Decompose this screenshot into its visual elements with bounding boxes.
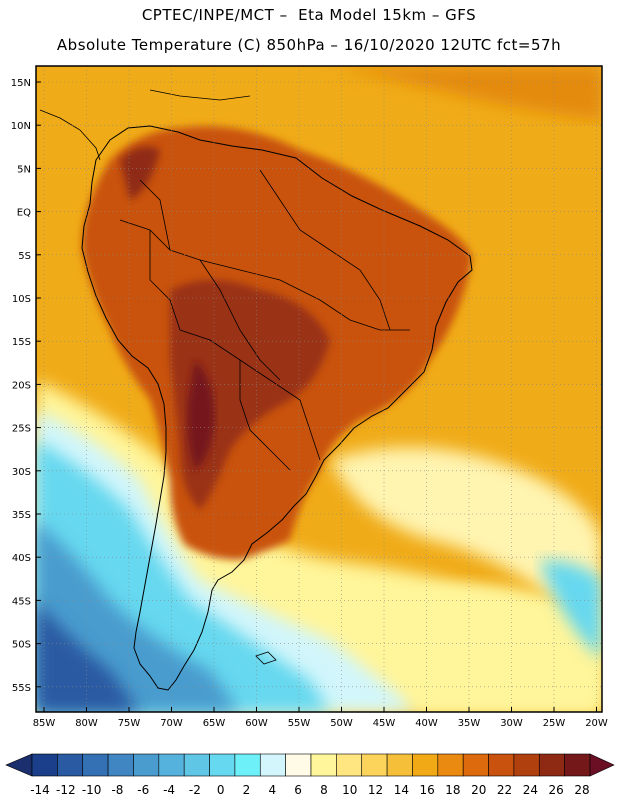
lon-label: 85W <box>33 718 56 729</box>
colorbar-swatch <box>31 753 58 777</box>
colorbar-label: 16 <box>420 783 435 797</box>
cold-band-dark <box>36 600 140 712</box>
lat-label: EQ <box>17 208 31 219</box>
coastline <box>81 125 473 691</box>
colorbar-under-arrow <box>5 753 33 777</box>
colorbar-label: 26 <box>549 783 564 797</box>
chart-subtitle: Absolute Temperature (C) 850hPa – 16/10/… <box>56 36 562 54</box>
lat-label: 45S <box>12 596 31 607</box>
north-hot-spot <box>120 146 160 200</box>
lon-label: 20W <box>585 718 608 729</box>
colorbar-label: -6 <box>137 783 149 797</box>
colorbar-swatch <box>234 753 261 777</box>
lat-label: 5N <box>17 164 31 175</box>
falkland-islands <box>255 651 277 665</box>
colorbar-label: 12 <box>368 783 383 797</box>
colorbar-swatch <box>564 753 591 777</box>
lon-label: 65W <box>203 718 226 729</box>
lon-label: 45W <box>373 718 396 729</box>
colorbar-label: 0 <box>217 783 225 797</box>
colorbar-swatch <box>133 753 160 777</box>
south-atlantic-cyan <box>540 560 602 660</box>
country-borders <box>119 169 410 471</box>
lat-label: 35S <box>12 510 31 521</box>
colorbar-label: 22 <box>497 783 512 797</box>
colorbar-label: 20 <box>471 783 486 797</box>
lon-label: 75W <box>118 718 141 729</box>
colorbar-label: 18 <box>445 783 460 797</box>
temperature-field <box>36 66 602 712</box>
colorbar-label: -4 <box>163 783 175 797</box>
latitude-axis: 15N 10N 5N EQ 5S 10S 15S 20S 25S 30S 35S 40S 45S 50S 5… <box>11 78 41 694</box>
colorbar-swatch <box>82 753 109 777</box>
lon-label: 40W <box>415 718 438 729</box>
lat-label: 30S <box>12 467 31 478</box>
colorbar-label: -12 <box>56 783 76 797</box>
lat-label: 55S <box>12 683 31 694</box>
colorbar-swatch <box>336 753 363 777</box>
lat-label: 50S <box>12 640 31 651</box>
colorbar-swatch <box>488 753 515 777</box>
lon-label: 35W <box>458 718 481 729</box>
colorbar-label: 8 <box>320 783 328 797</box>
lon-label: 50W <box>330 718 353 729</box>
chart-title: CPTEC/INPE/MCT – Eta Model 15km – GFS <box>141 6 477 24</box>
colorbar-swatch <box>57 753 84 777</box>
colorbar-label: 14 <box>394 783 409 797</box>
colorbar-label: 24 <box>523 783 538 797</box>
lon-label: 70W <box>160 718 183 729</box>
lon-label: 55W <box>288 718 311 729</box>
colorbar-over-arrow <box>589 753 615 777</box>
colorbar-swatch <box>386 753 413 777</box>
lat-label: 20S <box>12 380 31 391</box>
colorbar-label: 10 <box>342 783 357 797</box>
colorbar-swatch <box>538 753 565 777</box>
colorbar-swatch <box>310 753 337 777</box>
lat-label: 5S <box>18 251 31 262</box>
caribbean-islands <box>149 89 251 101</box>
land-very-hot-field <box>170 280 330 510</box>
colorbar-label: 2 <box>243 783 251 797</box>
colorbar-label: -14 <box>30 783 50 797</box>
lat-label: 10S <box>12 294 31 305</box>
colorbar-label: 4 <box>268 783 276 797</box>
colorbar-labels: -14 -12 -10 -8 -6 -4 -2 0 2 4 6 8 10 12 14 16 18 20 22 24 26… <box>30 783 589 797</box>
colorbar-label: 6 <box>294 783 302 797</box>
lon-label: 30W <box>500 718 523 729</box>
colorbar-swatch <box>158 753 185 777</box>
warm-band <box>330 66 602 120</box>
colorbar-swatch <box>107 753 134 777</box>
colorbar-swatch <box>209 753 236 777</box>
lat-label: 15S <box>12 337 31 348</box>
colorbar-label: -10 <box>82 783 102 797</box>
cool-band-pale <box>330 447 602 640</box>
colorbar-swatch <box>285 753 312 777</box>
colorbar-swatch <box>437 753 464 777</box>
colorbar-swatch <box>462 753 489 777</box>
colorbar-swatch <box>183 753 210 777</box>
lat-label: 25S <box>12 424 31 435</box>
central-america-coast <box>39 109 101 161</box>
lon-label: 60W <box>245 718 268 729</box>
colorbar <box>5 753 615 777</box>
colorbar-swatch <box>361 753 388 777</box>
map-frame <box>35 65 603 713</box>
colorbar-label: -2 <box>189 783 201 797</box>
lon-label: 25W <box>543 718 566 729</box>
lon-label: 80W <box>75 718 98 729</box>
lat-label: 10N <box>11 121 31 132</box>
lat-label: 15N <box>11 78 31 89</box>
land-extreme-field <box>187 360 215 470</box>
colorbar-swatch <box>412 753 439 777</box>
colorbar-swatch <box>259 753 286 777</box>
south-atlantic-yellow <box>400 586 602 712</box>
colorbar-label: -8 <box>111 783 123 797</box>
colorbar-label: 28 <box>574 783 589 797</box>
longitude-axis: 85W 80W 75W 70W 65W 60W 55W 50W 45W 40W 35W 30W 25W 2… <box>33 707 608 729</box>
colorbar-swatch <box>513 753 540 777</box>
lat-label: 40S <box>12 553 31 564</box>
